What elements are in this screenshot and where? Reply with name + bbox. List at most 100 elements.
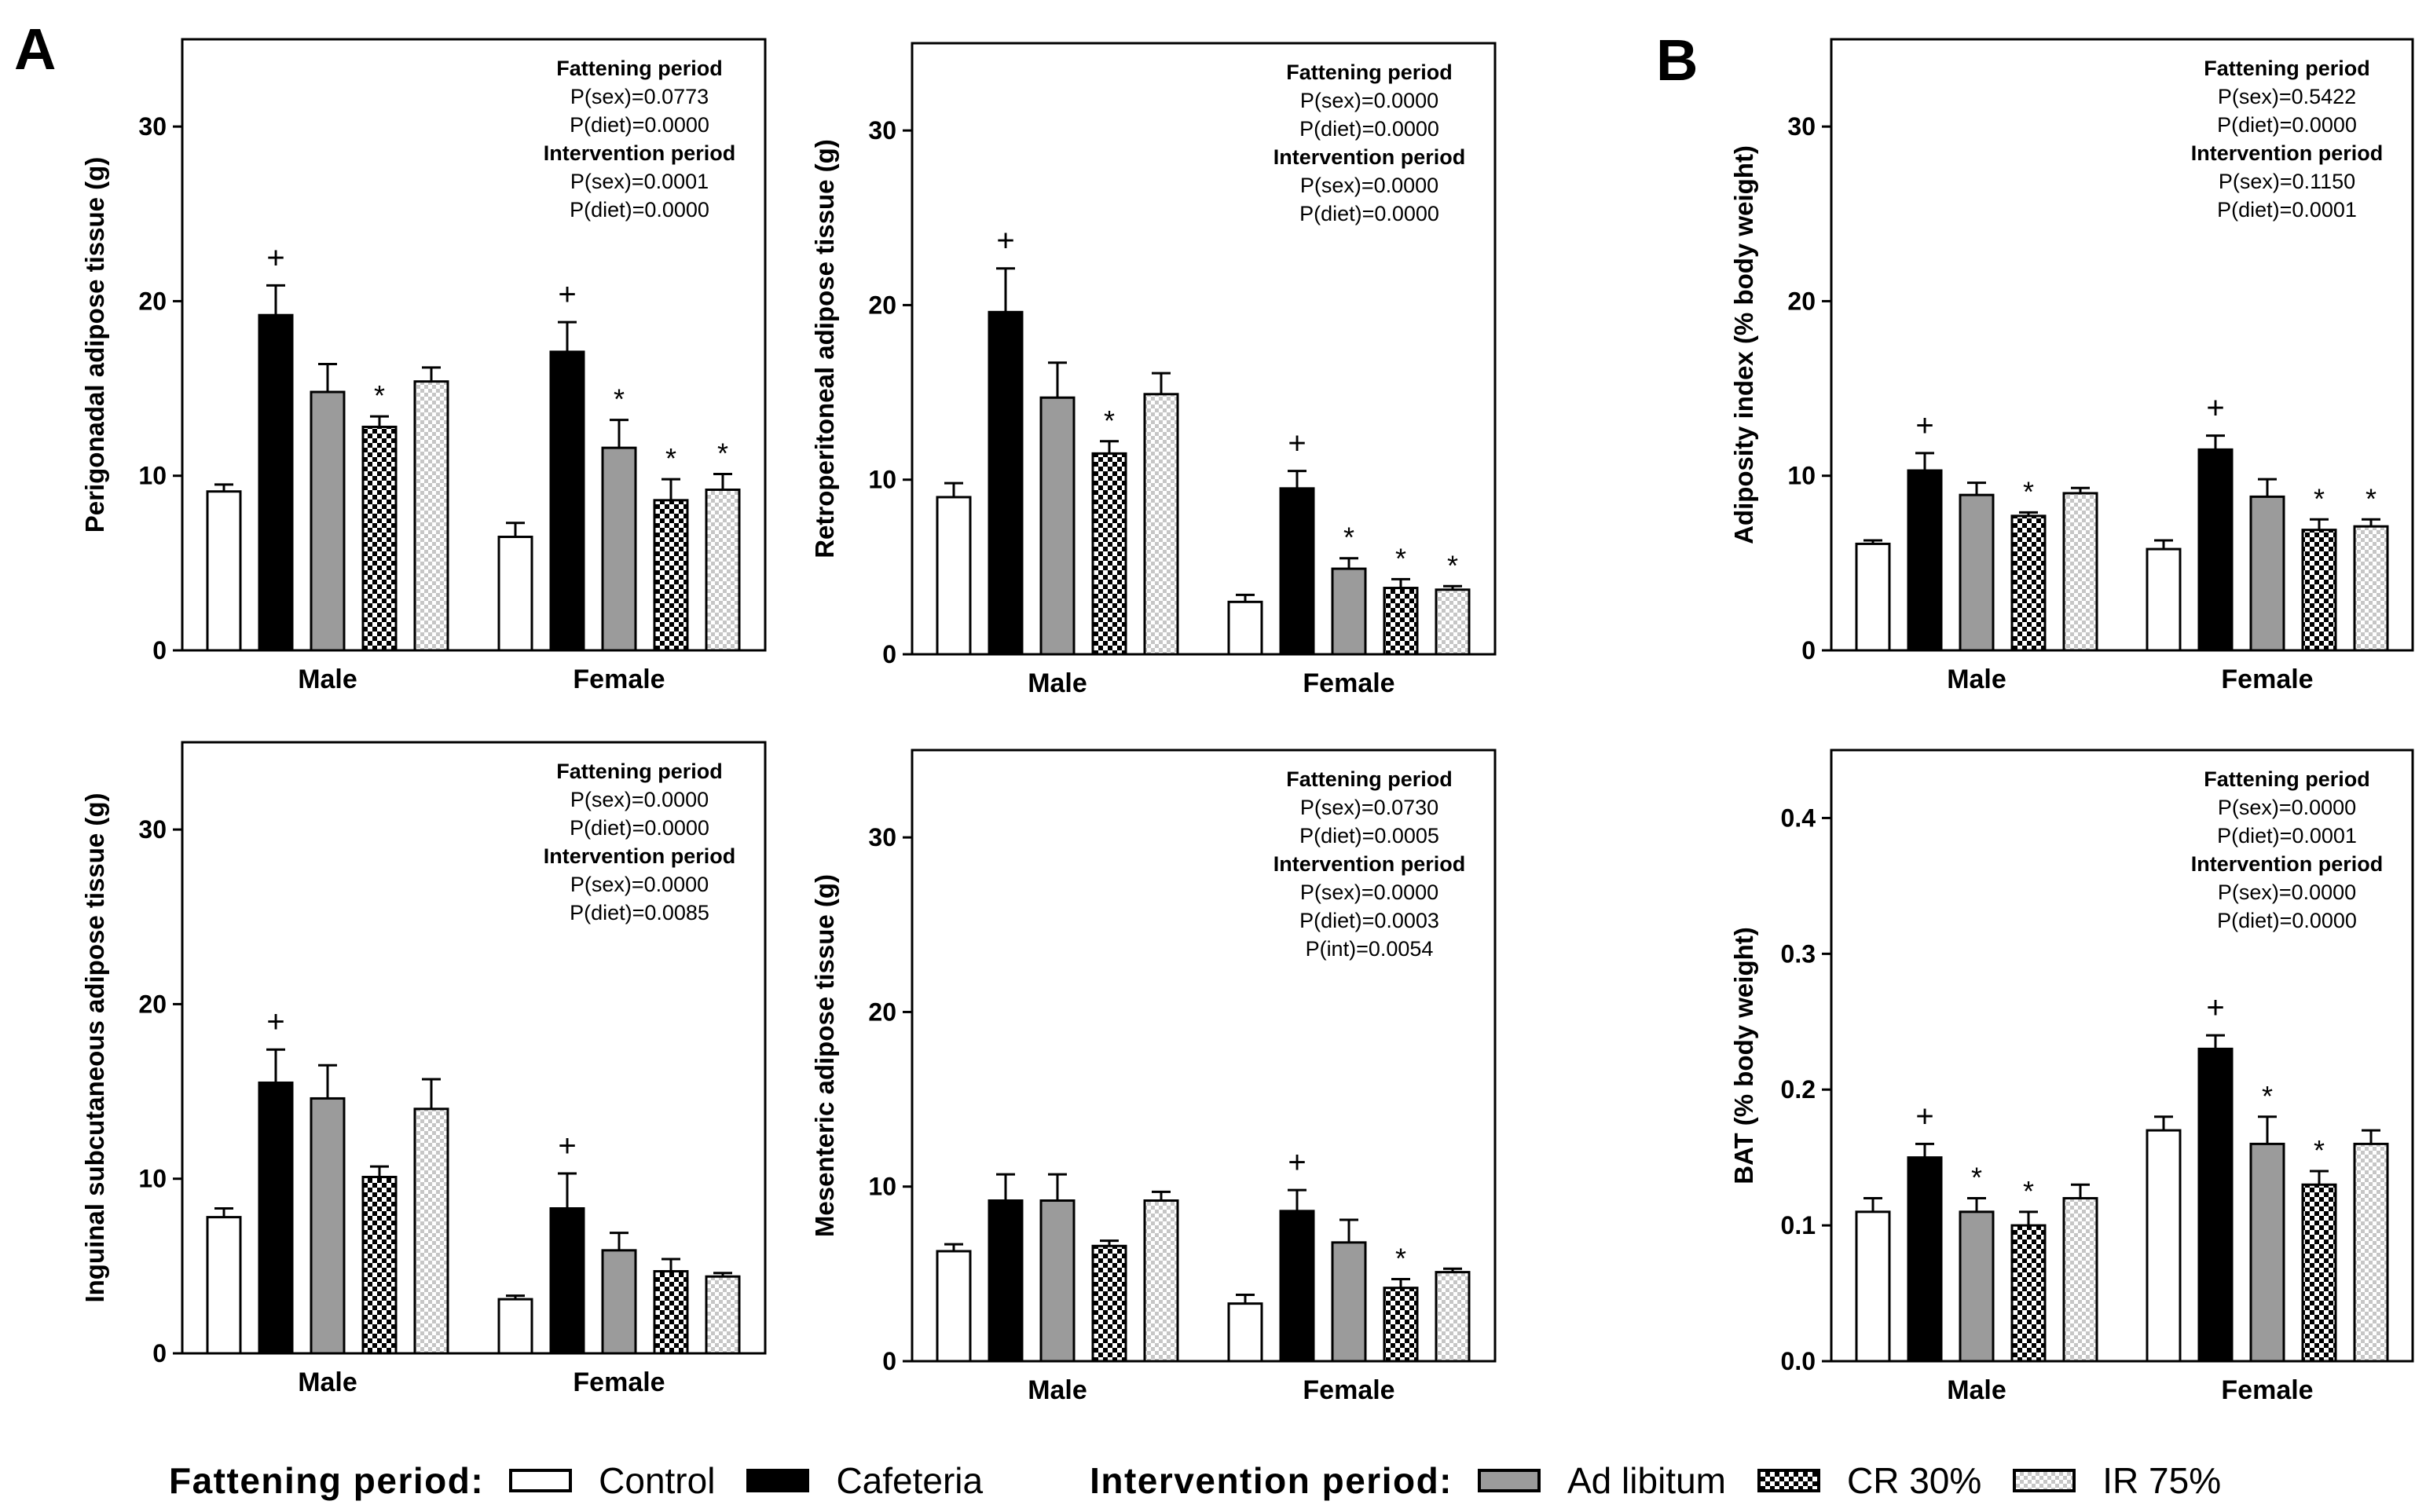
significance-mark: * [2314,1134,2325,1166]
bar-male-control [936,496,972,656]
stats-heading: Fattening period [2204,57,2370,80]
stats-value: P(sex)=0.0730 [1300,796,1438,819]
significance-mark: * [2366,482,2377,514]
plot-frame [181,38,767,652]
legend: Fattening period: Control Cafeteria Inte… [169,1453,2221,1508]
y-tick-label: 30 [1787,112,1816,141]
chart-adiposity: 0 10 20 30 Adiposity index (% body weight) + *… [1729,38,2414,694]
bar-female-cafeteria [1279,1210,1315,1363]
stats-value: P(diet)=0.0085 [570,901,709,924]
bar-female-ad-libitum [601,446,637,652]
y-tick-label: 10 [868,466,896,494]
bar-female-cr-30 [2301,529,2337,652]
plot-frame [911,749,1497,1363]
significance-mark: * [1343,522,1354,554]
significance-mark: * [614,383,625,416]
bar-female-cafeteria [2197,448,2234,652]
bar-male-cr-30 [361,425,398,652]
bar-female-ir-75 [705,1275,741,1355]
stats-heading: Intervention period [2191,852,2384,876]
stats-value: P(sex)=0.0773 [570,85,709,108]
bar-male-cr-30 [1091,1244,1127,1363]
y-tick-label: 0.2 [1781,1075,1816,1104]
significance-mark: * [1104,405,1115,437]
legend-intervention-title: Intervention period: [1090,1460,1453,1501]
bar-female-ad-libitum [1331,567,1367,656]
y-tick-label: 10 [138,462,167,490]
stats-value: P(sex)=0.0000 [570,873,709,896]
stats-heading: Intervention period [1273,145,1466,169]
bar-female-cafeteria [549,1207,585,1355]
bar-male-control [1855,1210,1891,1363]
bar-male-control [206,490,242,652]
stats-value: P(sex)=0.0000 [1300,174,1438,197]
stats-heading: Fattening period [2204,767,2370,791]
stats-heading: Intervention period [544,141,736,165]
legend-cafeteria-label: Cafeteria [836,1460,984,1501]
x-category-label: Female [2221,664,2313,694]
legend-fattening-title: Fattening period: [169,1460,485,1501]
y-axis-label: Retroperitoneal adipose tissue (g) [810,139,839,558]
x-category-label: Female [573,664,665,694]
y-tick-label: 0 [152,636,167,664]
significance-mark: * [1971,1162,1982,1194]
y-axis-label: Perigonadal adipose tissue (g) [80,157,109,533]
stats-value: P(diet)=0.0001 [2217,824,2357,848]
y-axis-label: Mesenteric adipose tissue (g) [810,874,839,1237]
significance-mark: * [374,379,385,412]
stats-value: P(sex)=0.0000 [1300,89,1438,112]
y-axis-label: Inguinal subcutaneous adipose tissue (g) [80,793,109,1302]
bar-male-ad-libitum [1039,396,1076,656]
bar-male-ir-75 [2062,492,2098,652]
x-category-label: Female [1303,668,1394,698]
bar-male-ad-libitum [1959,493,1995,652]
y-tick-label: 20 [1787,287,1816,315]
x-category-label: Male [1947,664,2006,694]
bar-male-ir-75 [413,380,449,652]
bar-male-cafeteria [1907,1156,1943,1363]
stats-value: P(sex)=0.0001 [570,170,709,193]
bar-female-ir-75 [1435,588,1471,656]
y-tick-label: 0.1 [1781,1211,1816,1239]
significance-mark: * [2314,482,2325,514]
y-tick-label: 10 [1787,462,1816,490]
significance-mark: * [1447,549,1458,581]
plot-frame [1830,749,2414,1363]
bar-female-control [2146,1129,2182,1363]
stats-value: P(diet)=0.0000 [2217,909,2357,932]
x-category-label: Female [573,1367,665,1397]
chart-perigonadal: 0 10 20 30 Perigonadal adipose tissue (g) + * M… [80,38,767,694]
chart-retroperitoneal: 0 10 20 30 Retroperitoneal adipose tissue (g… [810,42,1497,698]
stats-value: P(diet)=0.0000 [570,198,709,221]
y-tick-label: 30 [138,112,167,141]
bar-male-cafeteria [258,313,294,652]
bar-female-cr-30 [2301,1183,2337,1363]
significance-mark: + [2206,391,2224,426]
x-category-label: Male [298,1367,357,1397]
bar-female-control [1227,1302,1263,1363]
bar-female-ad-libitum [601,1249,637,1355]
legend-ir75-label: IR 75% [2102,1460,2222,1501]
significance-mark: * [665,442,676,474]
legend-cafeteria-swatch [746,1469,810,1492]
bar-male-cafeteria [988,1199,1024,1363]
significance-mark: + [558,1129,576,1163]
bar-male-cafeteria [1907,469,1943,652]
significance-mark: * [2023,475,2034,507]
bar-female-ad-libitum [2249,1142,2285,1363]
y-tick-label: 0 [152,1339,167,1367]
stats-heading: Fattening period [556,760,723,783]
x-category-label: Female [1303,1375,1394,1405]
bar-male-cr-30 [1091,452,1127,656]
stats-value: P(sex)=0.5422 [2218,85,2356,108]
stats-value: P(sex)=0.0000 [2218,880,2356,904]
stats-value: P(sex)=0.0000 [1300,880,1438,904]
panel-label-b: B [1656,27,1698,93]
bar-female-ir-75 [705,488,741,652]
significance-mark: + [266,1005,284,1039]
significance-mark: + [1288,427,1306,461]
bar-female-cafeteria [1279,487,1315,656]
y-tick-label: 0.0 [1781,1347,1816,1375]
stats-heading: Fattening period [556,57,723,80]
x-category-label: Male [1028,1375,1087,1405]
